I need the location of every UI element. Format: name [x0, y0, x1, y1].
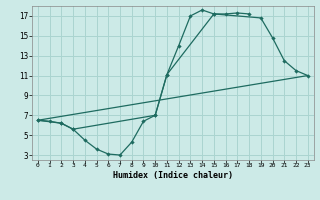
X-axis label: Humidex (Indice chaleur): Humidex (Indice chaleur)	[113, 171, 233, 180]
